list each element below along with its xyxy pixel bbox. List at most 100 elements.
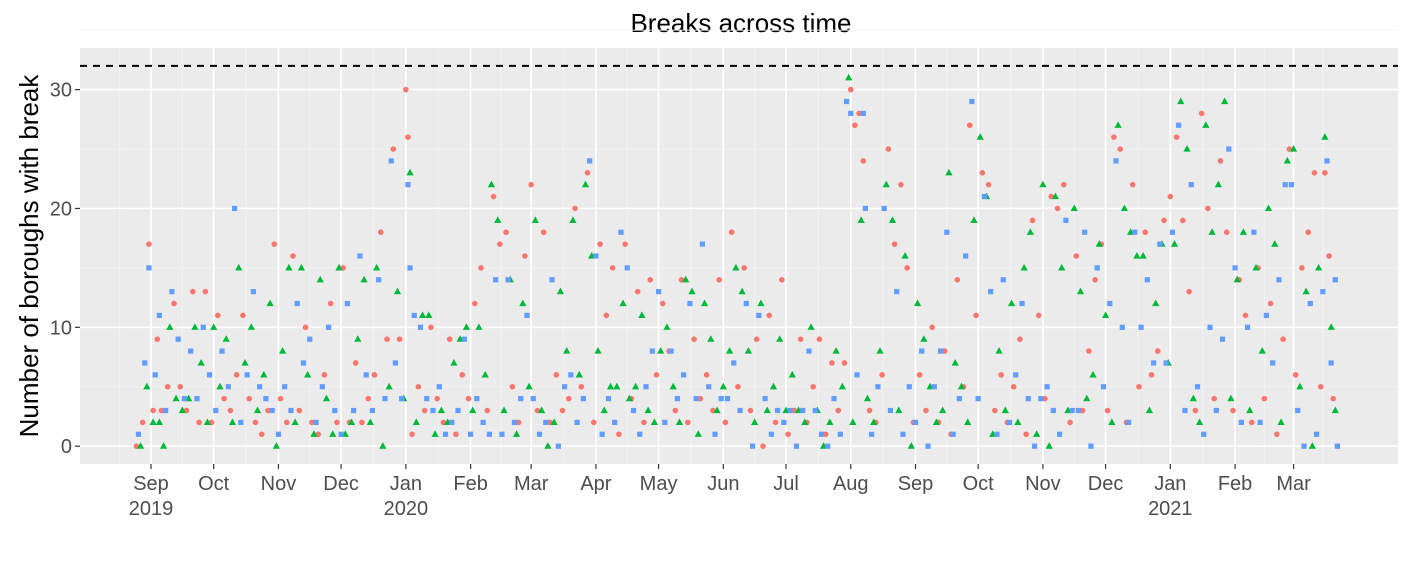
data-point [1258, 347, 1266, 354]
data-point [838, 382, 846, 390]
data-point [1195, 418, 1204, 425]
data-point [227, 407, 234, 414]
data-point [379, 442, 387, 449]
data-point [307, 336, 313, 342]
data-point [206, 372, 213, 378]
data-point [672, 407, 679, 414]
data-point [1217, 158, 1224, 164]
data-point [1252, 263, 1260, 271]
data-point [467, 431, 474, 437]
data-point [313, 419, 319, 425]
data-point [503, 229, 509, 236]
data-point [1169, 229, 1176, 235]
data-point [302, 324, 309, 331]
x-tick-label: Nov [1025, 473, 1061, 495]
data-point [365, 395, 372, 402]
data-point [250, 289, 256, 295]
data-point [1311, 170, 1318, 176]
data-point [1082, 229, 1088, 235]
x-tick-label: Jul [773, 473, 799, 495]
data-point [722, 419, 729, 426]
data-point [1100, 384, 1107, 390]
data-point [1069, 407, 1075, 414]
data-point [1201, 431, 1207, 437]
data-point [760, 443, 766, 449]
data-point [1223, 229, 1230, 236]
data-point [213, 407, 219, 414]
data-point [932, 418, 940, 425]
data-point [963, 253, 969, 259]
data-point [737, 407, 743, 414]
data-point [511, 419, 518, 425]
data-point [321, 372, 328, 378]
data-point [1331, 406, 1339, 414]
data-point [810, 383, 816, 390]
data-point [637, 431, 643, 437]
data-point [575, 370, 583, 378]
data-point [691, 336, 697, 343]
data-point [860, 110, 866, 116]
data-point [1151, 360, 1157, 366]
data-point [687, 300, 693, 307]
data-point [384, 336, 390, 343]
data-point [728, 229, 735, 236]
data-point [149, 418, 157, 425]
data-point [310, 430, 318, 437]
x-tick-label: Aug [833, 473, 869, 495]
data-point [411, 312, 417, 319]
data-point [931, 384, 937, 390]
data-point [392, 360, 399, 366]
data-point [951, 358, 959, 366]
data-point [154, 336, 161, 343]
x-tick-label: Oct [963, 473, 995, 495]
data-point [531, 216, 539, 223]
data-point [563, 347, 571, 354]
data-point [277, 395, 284, 402]
data-point [244, 372, 250, 378]
data-point [480, 419, 486, 425]
data-point [297, 263, 306, 271]
data-point [769, 382, 778, 390]
data-point [1138, 324, 1144, 330]
data-point [203, 418, 212, 425]
data-point [699, 241, 706, 247]
data-point [1246, 406, 1254, 414]
data-point [1188, 182, 1194, 188]
data-point [1017, 336, 1023, 343]
data-point [779, 276, 785, 283]
data-point [1025, 396, 1031, 402]
data-point [1013, 372, 1019, 378]
data-point [376, 277, 382, 283]
data-point [1233, 275, 1241, 283]
data-point [900, 431, 906, 437]
data-point [888, 216, 897, 223]
data-point [1230, 407, 1236, 414]
data-point [994, 431, 1000, 437]
data-point [219, 348, 225, 354]
data-point [894, 289, 900, 295]
data-point [1136, 383, 1142, 390]
data-point [1083, 394, 1091, 402]
data-point [136, 442, 145, 449]
data-point [800, 407, 806, 414]
data-point [757, 299, 765, 307]
data-point [371, 372, 378, 378]
data-point [279, 347, 287, 354]
data-point [1006, 419, 1013, 425]
data-point [1095, 240, 1103, 247]
data-point [322, 394, 331, 402]
data-point [484, 407, 491, 414]
data-point [325, 324, 332, 330]
data-point [1248, 419, 1255, 426]
data-point [749, 443, 756, 449]
data-point [1107, 300, 1113, 307]
series-square-points [135, 98, 1341, 449]
data-point [693, 396, 699, 402]
data-point [556, 287, 565, 295]
data-point [135, 431, 142, 437]
data-point [446, 336, 453, 343]
data-point [172, 394, 180, 402]
data-point [756, 312, 762, 319]
data-point [632, 382, 640, 390]
y-tick-label: 0 [61, 436, 72, 458]
